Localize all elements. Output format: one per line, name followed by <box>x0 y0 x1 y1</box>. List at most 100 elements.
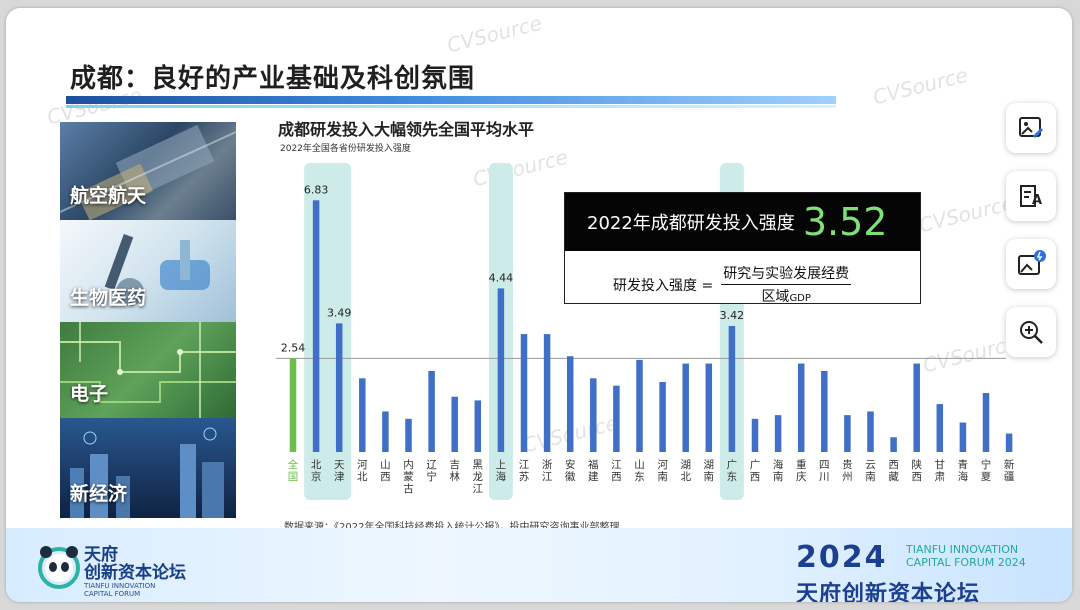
formula-left: 研发投入强度 = <box>613 277 714 294</box>
bar-四川 <box>821 370 828 452</box>
category-label: 海 <box>958 470 969 483</box>
category-label: 东 <box>634 470 645 483</box>
ai-image-button[interactable] <box>1006 239 1056 289</box>
industry-tile-aerospace: 航空航天 <box>60 122 236 220</box>
category-label: 南 <box>657 470 668 483</box>
category-label: 藏 <box>888 471 899 483</box>
category-label: 西 <box>750 471 761 483</box>
category-label: 南 <box>704 470 715 483</box>
image-edit-button[interactable] <box>1006 103 1056 153</box>
category-label: 林 <box>449 470 460 483</box>
title-underline <box>66 96 836 104</box>
category-label: 庆 <box>796 470 807 483</box>
footer-logo: 天府 创新资本论坛 TIANFU INNOVATION CAPITAL FORU… <box>84 545 186 598</box>
bar-江西 <box>613 385 620 452</box>
highlight-band <box>304 163 352 500</box>
category-label: 贵 <box>842 458 853 471</box>
category-label: 州 <box>842 471 853 483</box>
bar-福建 <box>590 378 597 452</box>
category-label: 西 <box>911 471 922 483</box>
bar-辽宁 <box>428 370 435 452</box>
category-label: 云 <box>865 459 876 471</box>
category-label: 蒙 <box>403 470 414 483</box>
category-label: 陕 <box>911 458 922 471</box>
data-label: 6.83 <box>304 183 329 196</box>
category-label: 上 <box>496 459 507 471</box>
bar-黑龙江 <box>474 400 482 452</box>
category-label: 甘 <box>935 458 946 471</box>
industry-label: 电子 <box>70 383 109 405</box>
bar-广东 <box>728 325 736 452</box>
category-label: 河 <box>657 459 668 471</box>
data-label: 3.42 <box>720 309 745 322</box>
bar-甘肃 <box>936 404 944 452</box>
category-label: 建 <box>588 470 599 483</box>
slide: CVSource CVSource CVSource CVSource CVSo… <box>6 8 1072 602</box>
bar-内蒙古 <box>405 418 412 452</box>
panda-logo-icon <box>38 546 80 589</box>
bar-吉林 <box>451 396 458 452</box>
chart-title: 成都研发投入大幅领先全国平均水平 <box>278 120 535 139</box>
category-label: 京 <box>311 470 322 483</box>
category-label: 青 <box>958 458 969 471</box>
category-label: 新 <box>1004 458 1015 471</box>
bar-浙江 <box>543 334 551 452</box>
category-label: 江 <box>611 459 622 471</box>
industry-tile-electronics: 电子 <box>60 322 236 418</box>
ai-image-icon <box>1018 250 1046 275</box>
bar-海南 <box>774 415 782 452</box>
category-label: 西 <box>888 459 899 471</box>
category-label: 山 <box>380 459 391 471</box>
event-name-cn: 天府创新资本论坛 <box>796 582 981 602</box>
bar-河北 <box>359 378 366 452</box>
category-label: 福 <box>588 458 599 471</box>
category-label: 全 <box>288 458 299 471</box>
category-label: 天 <box>334 459 345 471</box>
bar-北京 <box>312 200 320 452</box>
data-source-note: 数据来源：《2022年全国科技经费投入统计公报》，投中研究咨询事业部整理 <box>284 518 619 533</box>
bar-江苏 <box>520 334 528 452</box>
smart-city-image <box>70 427 224 518</box>
chart-subtitle: 2022年全国各省份研发投入强度 <box>280 144 411 154</box>
category-label: 内 <box>403 458 414 471</box>
category-label: 海 <box>773 458 784 471</box>
translate-button[interactable]: A <box>1006 171 1056 221</box>
zoom-in-icon <box>1020 321 1043 344</box>
formula: 研发投入强度 = 研究与实验发展经费 区域GDP <box>613 263 852 306</box>
category-label: 津 <box>334 471 345 483</box>
category-label: 山 <box>634 459 645 471</box>
data-label: 3.49 <box>327 306 352 319</box>
page-title: 成都：良好的产业基础及科创氛围 <box>70 64 476 94</box>
category-label: 徽 <box>565 470 576 483</box>
bar-安徽 <box>566 356 574 452</box>
category-label: 江 <box>542 471 553 483</box>
industry-tile-new-economy: 新经济 <box>60 418 236 518</box>
category-label: 重 <box>796 458 807 471</box>
category-label: 广 <box>750 459 761 471</box>
callout-header: 2022年成都研发投入强度 3.52 <box>565 193 920 251</box>
zoom-in-button[interactable] <box>1006 307 1056 357</box>
callout-label: 2022年成都研发投入强度 <box>587 213 795 234</box>
industry-tile-biomedicine: 生物医药 <box>60 220 236 322</box>
event-name-en: TIANFU INNOVATION CAPITAL FORUM 2024 <box>906 543 1026 569</box>
bar-青海 <box>959 422 967 452</box>
category-label: 辽 <box>426 459 437 471</box>
category-label: 南 <box>773 470 784 483</box>
category-label: 苏 <box>519 470 530 483</box>
category-label: 河 <box>357 459 368 471</box>
bar-chart: 2.54全国6.83北京3.49天津河北山西内蒙古辽宁吉林黑龙江4.44上海江苏… <box>276 163 1015 500</box>
circuit-board-image <box>60 322 236 418</box>
category-label: 江 <box>473 483 484 495</box>
category-label: 西 <box>380 471 391 483</box>
industry-label: 新经济 <box>70 483 128 505</box>
formula-denominator: 区域GDP <box>761 289 811 305</box>
bar-陕西 <box>913 363 920 452</box>
chengdu-callout: 2022年成都研发投入强度 3.52 研发投入强度 = 研究与实验发展经费 区域… <box>564 192 921 306</box>
bar-天津 <box>335 323 343 452</box>
category-label: 黑 <box>473 459 484 471</box>
category-label: 吉 <box>449 459 460 471</box>
category-label: 宁 <box>426 470 437 483</box>
bar-湖南 <box>705 363 713 452</box>
category-label: 湖 <box>704 459 715 471</box>
category-label: 古 <box>403 482 414 495</box>
